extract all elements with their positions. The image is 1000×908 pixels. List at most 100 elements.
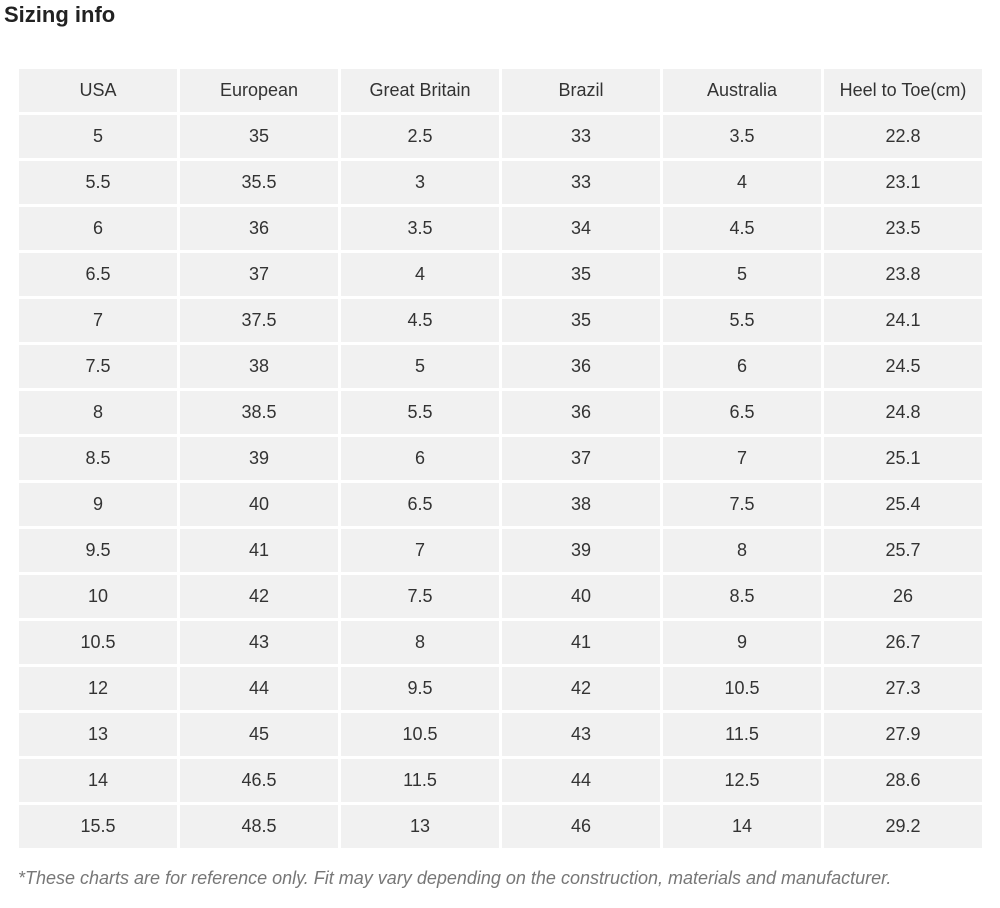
table-cell: 5.5 — [663, 299, 821, 342]
table-cell: 3.5 — [663, 115, 821, 158]
table-cell: 26.7 — [824, 621, 982, 664]
table-cell: 9.5 — [341, 667, 499, 710]
table-cell: 40 — [180, 483, 338, 526]
table-cell: 3.5 — [341, 207, 499, 250]
table-cell: 46.5 — [180, 759, 338, 802]
table-cell: 24.8 — [824, 391, 982, 434]
table-cell: 22.8 — [824, 115, 982, 158]
table-cell: 23.8 — [824, 253, 982, 296]
table-cell: 8 — [341, 621, 499, 664]
table-cell: 5 — [19, 115, 177, 158]
table-cell: 5 — [663, 253, 821, 296]
header-row: USA European Great Britain Brazil Australia H… — [19, 69, 982, 112]
table-cell: 39 — [180, 437, 338, 480]
table-cell: 38.5 — [180, 391, 338, 434]
table-cell: 6 — [341, 437, 499, 480]
table-cell: 9 — [663, 621, 821, 664]
table-cell: 37.5 — [180, 299, 338, 342]
table-cell: 13 — [341, 805, 499, 848]
table-row: 5.5 35.5 3 33 4 23.1 — [19, 161, 982, 204]
column-header: Australia — [663, 69, 821, 112]
table-cell: 7 — [341, 529, 499, 572]
table-cell: 36 — [180, 207, 338, 250]
table-cell: 5.5 — [19, 161, 177, 204]
table-row: 6.5 37 4 35 5 23.8 — [19, 253, 982, 296]
table-cell: 48.5 — [180, 805, 338, 848]
table-cell: 41 — [502, 621, 660, 664]
table-row: 10.5 43 8 41 9 26.7 — [19, 621, 982, 664]
table-cell: 41 — [180, 529, 338, 572]
table-cell: 6.5 — [663, 391, 821, 434]
table-cell: 8.5 — [663, 575, 821, 618]
table-cell: 7.5 — [341, 575, 499, 618]
table-cell: 24.5 — [824, 345, 982, 388]
table-cell: 35.5 — [180, 161, 338, 204]
table-cell: 35 — [502, 299, 660, 342]
table-cell: 29.2 — [824, 805, 982, 848]
footnote: *These charts are for reference only. Fi… — [18, 868, 892, 888]
table-cell: 12.5 — [663, 759, 821, 802]
table-cell: 44 — [180, 667, 338, 710]
table-cell: 4.5 — [663, 207, 821, 250]
table-cell: 15.5 — [19, 805, 177, 848]
table-cell: 33 — [502, 161, 660, 204]
table-cell: 10.5 — [663, 667, 821, 710]
table-cell: 3 — [341, 161, 499, 204]
table-cell: 27.3 — [824, 667, 982, 710]
table-row: 5 35 2.5 33 3.5 22.8 — [19, 115, 982, 158]
title: Sizing info — [4, 2, 116, 27]
table-cell: 36 — [502, 391, 660, 434]
table-cell: 45 — [180, 713, 338, 756]
table-cell: 10.5 — [341, 713, 499, 756]
table-cell: 23.5 — [824, 207, 982, 250]
table-cell: 12 — [19, 667, 177, 710]
table-row: 7 37.5 4.5 35 5.5 24.1 — [19, 299, 982, 342]
table-cell: 40 — [502, 575, 660, 618]
table-cell: 43 — [502, 713, 660, 756]
table-cell: 39 — [502, 529, 660, 572]
table-cell: 9 — [19, 483, 177, 526]
table-row: 7.5 38 5 36 6 24.5 — [19, 345, 982, 388]
table-cell: 42 — [180, 575, 338, 618]
table-cell: 35 — [502, 253, 660, 296]
table-cell: 44 — [502, 759, 660, 802]
table-row: 13 45 10.5 43 11.5 27.9 — [19, 713, 982, 756]
table-cell: 13 — [19, 713, 177, 756]
table-cell: 34 — [502, 207, 660, 250]
sizing-table: USA European Great Britain Brazil Australia H… — [16, 66, 985, 851]
table-cell: 26 — [824, 575, 982, 618]
table-cell: 25.7 — [824, 529, 982, 572]
table-cell: 23.1 — [824, 161, 982, 204]
table-cell: 6 — [663, 345, 821, 388]
table-cell: 4 — [663, 161, 821, 204]
table-cell: 11.5 — [663, 713, 821, 756]
table-cell: 5.5 — [341, 391, 499, 434]
table-row: 8 38.5 5.5 36 6.5 24.8 — [19, 391, 982, 434]
table-body: 5 35 2.5 33 3.5 22.8 5.5 35.5 3 33 4 23.1 6 36 3.5 34 4.… — [19, 115, 982, 848]
table-row: 8.5 39 6 37 7 25.1 — [19, 437, 982, 480]
table-cell: 42 — [502, 667, 660, 710]
table-cell: 10 — [19, 575, 177, 618]
table-row: 12 44 9.5 42 10.5 27.3 — [19, 667, 982, 710]
table-cell: 5 — [341, 345, 499, 388]
table-cell: 38 — [502, 483, 660, 526]
table-cell: 14 — [663, 805, 821, 848]
table-cell: 27.9 — [824, 713, 982, 756]
table-cell: 9.5 — [19, 529, 177, 572]
column-header: Brazil — [502, 69, 660, 112]
table-cell: 33 — [502, 115, 660, 158]
table-cell: 36 — [502, 345, 660, 388]
table-row: 14 46.5 11.5 44 12.5 28.6 — [19, 759, 982, 802]
table-row: 10 42 7.5 40 8.5 26 — [19, 575, 982, 618]
table-cell: 10.5 — [19, 621, 177, 664]
table-row: 6 36 3.5 34 4.5 23.5 — [19, 207, 982, 250]
table-cell: 11.5 — [341, 759, 499, 802]
table-row: 15.5 48.5 13 46 14 29.2 — [19, 805, 982, 848]
table-cell: 38 — [180, 345, 338, 388]
table-cell: 8 — [663, 529, 821, 572]
table-cell: 25.4 — [824, 483, 982, 526]
column-header: Heel to Toe(cm) — [824, 69, 982, 112]
table-cell: 8.5 — [19, 437, 177, 480]
table-cell: 46 — [502, 805, 660, 848]
